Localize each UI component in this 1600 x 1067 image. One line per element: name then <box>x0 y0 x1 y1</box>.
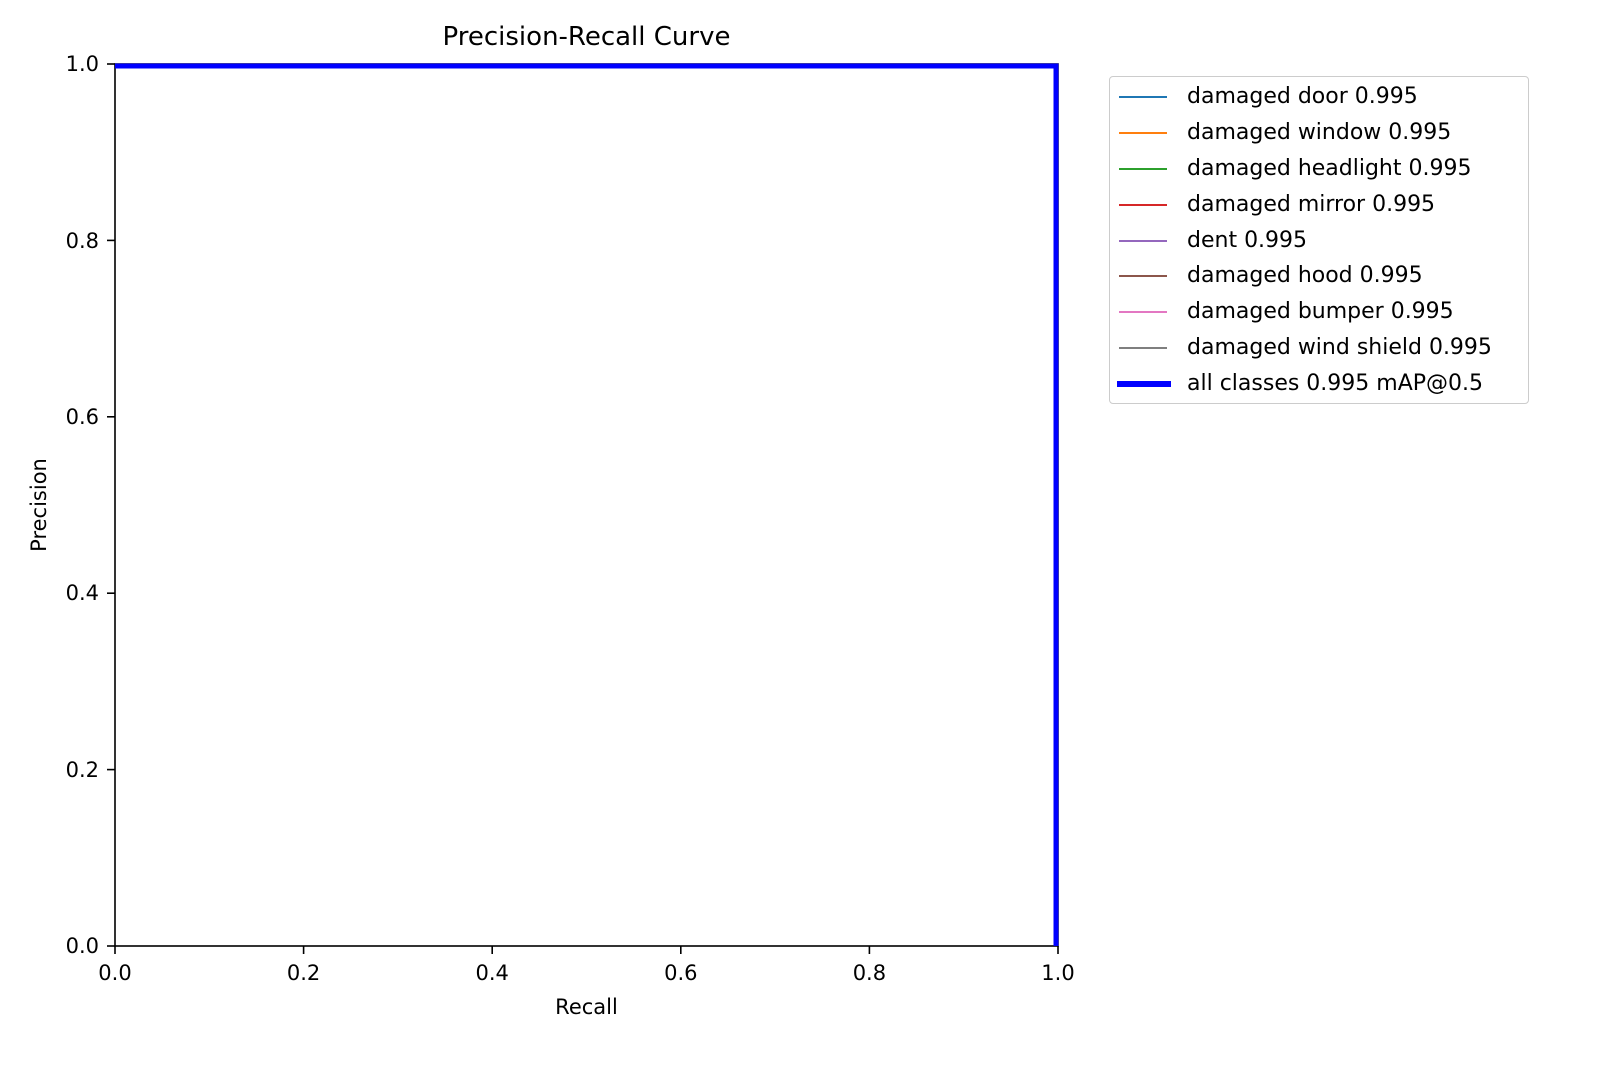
legend-label: damaged headlight 0.995 <box>1187 156 1472 181</box>
line-swatch-icon <box>1119 132 1167 134</box>
x-tick-label: 0.0 <box>98 961 131 985</box>
line-swatch-icon <box>1119 204 1167 206</box>
legend-label: damaged bumper 0.995 <box>1187 299 1454 324</box>
y-tick-label: 1.0 <box>66 52 99 76</box>
x-axis: 0.0 0.2 0.4 0.6 0.8 1.0 Recall <box>98 946 1075 1019</box>
x-tick-label: 0.6 <box>664 961 697 985</box>
legend-label: dent 0.995 <box>1187 228 1308 253</box>
legend-item: damaged mirror 0.995 <box>1110 187 1528 223</box>
x-tick-label: 1.0 <box>1041 961 1074 985</box>
line-swatch-icon <box>1119 275 1167 277</box>
legend-label: damaged hood 0.995 <box>1187 263 1423 288</box>
legend-item: damaged window 0.995 <box>1110 115 1528 151</box>
legend-item: all classes 0.995 mAP@0.5 <box>1110 366 1528 402</box>
y-tick-label: 0.2 <box>66 758 99 782</box>
pr-curves <box>115 63 1059 946</box>
y-tick-label: 0.6 <box>66 405 99 429</box>
y-axis: 0.0 0.2 0.4 0.6 0.8 1.0 Precision <box>27 52 115 958</box>
chart-title: Precision-Recall Curve <box>442 22 731 52</box>
y-tick-label: 0.0 <box>66 934 99 958</box>
y-axis-label: Precision <box>27 458 51 552</box>
line-swatch-icon <box>1119 311 1167 313</box>
legend-item: damaged door 0.995 <box>1110 79 1528 115</box>
legend-item: damaged headlight 0.995 <box>1110 151 1528 187</box>
x-tick-label: 0.2 <box>287 961 320 985</box>
x-tick-label: 0.4 <box>475 961 508 985</box>
line-swatch-icon <box>1117 381 1171 387</box>
line-swatch-icon <box>1119 96 1167 98</box>
line-swatch-icon <box>1119 347 1167 349</box>
legend-item: damaged bumper 0.995 <box>1110 294 1528 330</box>
legend-label: damaged mirror 0.995 <box>1187 192 1436 217</box>
axes-frame <box>114 63 1059 947</box>
legend-label: damaged door 0.995 <box>1187 84 1418 109</box>
legend-item: damaged wind shield 0.995 <box>1110 330 1528 366</box>
line-swatch-icon <box>1119 168 1167 170</box>
curve-all-classes <box>115 63 1059 946</box>
legend-item: dent 0.995 <box>1110 223 1528 259</box>
legend-label: damaged window 0.995 <box>1187 120 1452 145</box>
curve-damaged-wind-shield <box>115 65 1057 946</box>
line-swatch-icon <box>1119 240 1167 242</box>
legend-label: all classes 0.995 mAP@0.5 <box>1187 371 1484 396</box>
x-axis-label: Recall <box>555 995 618 1019</box>
legend-item: damaged hood 0.995 <box>1110 258 1528 294</box>
legend-label: damaged wind shield 0.995 <box>1187 335 1492 360</box>
y-tick-label: 0.8 <box>66 229 99 253</box>
y-tick-label: 0.4 <box>66 581 99 605</box>
x-tick-label: 0.8 <box>853 961 886 985</box>
legend: damaged door 0.995 damaged window 0.995 … <box>1109 76 1529 404</box>
